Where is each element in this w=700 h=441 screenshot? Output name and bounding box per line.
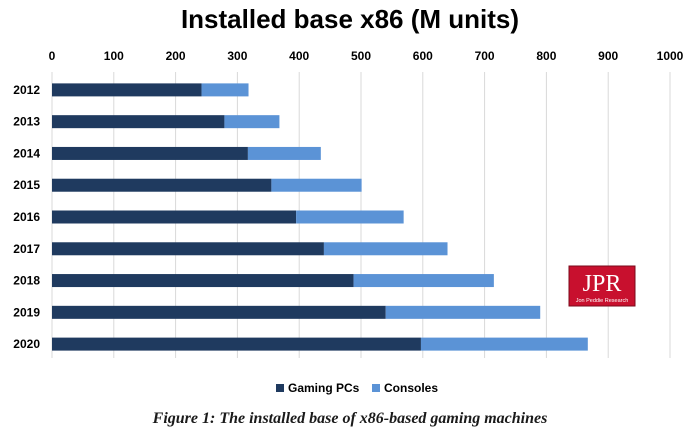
x-tick-label: 300	[227, 49, 247, 63]
legend: Gaming PCs Consoles	[276, 381, 438, 395]
x-tick-label: 700	[475, 49, 495, 63]
bar-gaming-pcs	[52, 146, 248, 160]
bar-consoles	[224, 115, 280, 129]
x-tick-label: 500	[351, 49, 371, 63]
category-label: 2017	[13, 242, 40, 256]
bar-gaming-pcs	[52, 83, 202, 97]
logo-subtext: Jon Peddie Research	[576, 298, 629, 304]
x-tick-label: 100	[104, 49, 124, 63]
bar-gaming-pcs	[52, 115, 225, 129]
bar-consoles	[296, 210, 404, 224]
legend-consoles-label: Consoles	[384, 381, 438, 395]
category-label: 2016	[13, 210, 40, 224]
bar-consoles	[247, 146, 321, 160]
bar-gaming-pcs	[52, 242, 324, 256]
category-label: 2019	[13, 305, 40, 319]
x-tick-label: 0	[49, 49, 56, 63]
bar-consoles	[420, 337, 588, 351]
legend-consoles-swatch	[372, 384, 380, 392]
x-tick-labels: 0 100 200 300 400 500 600 700 800 900 1000	[49, 49, 684, 63]
bar-gaming-pcs	[52, 337, 421, 351]
bar-consoles	[201, 83, 249, 97]
x-tick-label: 400	[289, 49, 309, 63]
category-label: 2018	[13, 274, 40, 288]
chart-title: Installed base x86 (M units)	[180, 4, 520, 34]
bar-consoles	[271, 178, 362, 192]
bar-consoles	[353, 274, 494, 288]
category-labels: 2012 2013 2014 2015 2016 2017 2018 2019 2020	[13, 83, 40, 351]
x-tick-label: 900	[598, 49, 618, 63]
jpr-logo: JPR Jon Peddie Research	[568, 265, 636, 307]
category-label: 2014	[13, 146, 40, 160]
bar-gaming-pcs	[52, 178, 272, 192]
bar-gaming-pcs	[52, 210, 297, 224]
bar-consoles	[385, 305, 541, 319]
x-tick-label: 200	[166, 49, 186, 63]
x-tick-label: 1000	[657, 49, 684, 63]
x-tick-label: 600	[413, 49, 433, 63]
category-label: 2015	[13, 178, 40, 192]
category-label: 2012	[13, 83, 40, 97]
bar-gaming-pcs	[52, 305, 386, 319]
figure-caption: Figure 1: The installed base of x86-base…	[152, 410, 548, 427]
bar-gaming-pcs	[52, 274, 354, 288]
bars	[52, 83, 588, 351]
logo-text: JPR	[583, 271, 622, 297]
category-label: 2020	[13, 337, 40, 351]
legend-gaming-pcs-label: Gaming PCs	[288, 381, 360, 395]
logo-background	[568, 265, 636, 307]
x-tick-label: 800	[536, 49, 556, 63]
legend-gaming-pcs-swatch	[276, 384, 284, 392]
category-label: 2013	[13, 115, 40, 129]
bar-consoles	[323, 242, 448, 256]
